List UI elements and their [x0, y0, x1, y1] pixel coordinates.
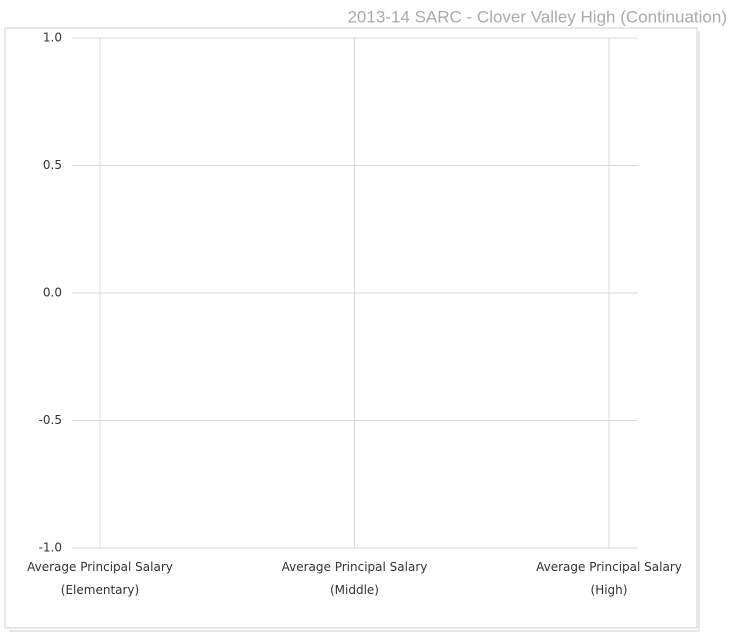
x-tick-label: Average Principal Salary (High) [536, 560, 682, 597]
y-tick-label: 1.0 [43, 31, 62, 45]
x-tick-label: Average Principal Salary (Elementary) [27, 560, 173, 597]
y-tick-label: -1.0 [39, 541, 62, 555]
chart-frame [4, 27, 698, 629]
chart-title: 2013-14 SARC - Clover Valley High (Conti… [347, 7, 727, 26]
y-tick-label: -0.5 [39, 413, 62, 427]
x-tick-label: Average Principal Salary (Middle) [281, 560, 428, 597]
y-tick-label: 0.5 [43, 158, 62, 172]
y-tick-label: 0.0 [43, 286, 62, 300]
